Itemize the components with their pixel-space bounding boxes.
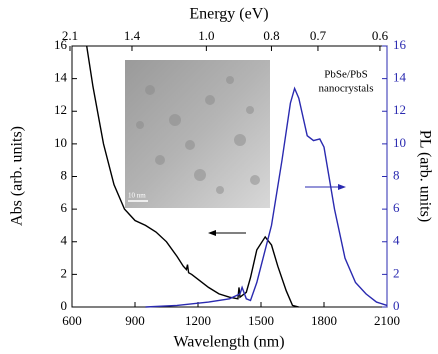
y2-tick-label: 6 (393, 200, 400, 215)
y2-tick-label: 12 (393, 102, 406, 117)
x-tick-label: 600 (62, 313, 82, 328)
y-tick-label: 2 (61, 265, 68, 280)
arrow-head (208, 230, 216, 236)
x2-axis-title: Energy (eV) (189, 6, 268, 23)
x2-tick-label: 1.4 (124, 28, 141, 43)
y-tick-label: 12 (54, 102, 67, 117)
x-axis-title: Wavelength (nm) (173, 334, 284, 351)
x2-tick-label: 1.0 (198, 28, 214, 43)
page: 10 nm Energy (eV) Wavelength (nm) Abs (a… (0, 0, 438, 354)
y2-tick-label: 16 (393, 37, 407, 52)
arrow-head (338, 184, 346, 190)
y2-tick-label: 0 (393, 298, 400, 313)
y2-tick-label: 14 (393, 70, 407, 85)
annotation: nanocrystals (319, 83, 374, 95)
y-axis-title: Abs (arb. units) (9, 126, 26, 226)
y-tick-label: 6 (61, 200, 68, 215)
y-tick-label: 10 (54, 135, 67, 150)
y-tick-label: 8 (61, 167, 68, 182)
abs-arrow (208, 230, 246, 236)
y2-tick-label: 2 (393, 265, 400, 280)
inset-image: 10 nm (125, 60, 270, 208)
y2-tick-label: 10 (393, 135, 406, 150)
pl-arrow (305, 184, 346, 190)
y2-axis-title: PL (arb. units) (416, 130, 433, 222)
chart: 10 nm Energy (eV) Wavelength (nm) Abs (a… (0, 0, 438, 354)
y-tick-label: 14 (54, 70, 68, 85)
y-tick-label: 4 (61, 233, 68, 248)
x2-tick-label: 0.7 (310, 28, 327, 43)
tem-image (125, 60, 270, 208)
y2-tick-label: 8 (393, 167, 400, 182)
scale-bar-label: 10 nm (128, 192, 146, 200)
x-tick-label: 1500 (248, 313, 274, 328)
y2-tick-label: 4 (393, 233, 400, 248)
y-tick-label: 0 (61, 298, 68, 313)
x-tick-label: 1200 (185, 313, 211, 328)
y-tick-label: 16 (54, 37, 68, 52)
annotation: PbSe/PbS (324, 69, 367, 81)
x-tick-label: 900 (125, 313, 145, 328)
x2-tick-label: 0.6 (372, 28, 389, 43)
x2-tick-label: 0.8 (263, 28, 279, 43)
x-tick-label: 1800 (311, 313, 337, 328)
x-tick-label: 2100 (374, 313, 400, 328)
